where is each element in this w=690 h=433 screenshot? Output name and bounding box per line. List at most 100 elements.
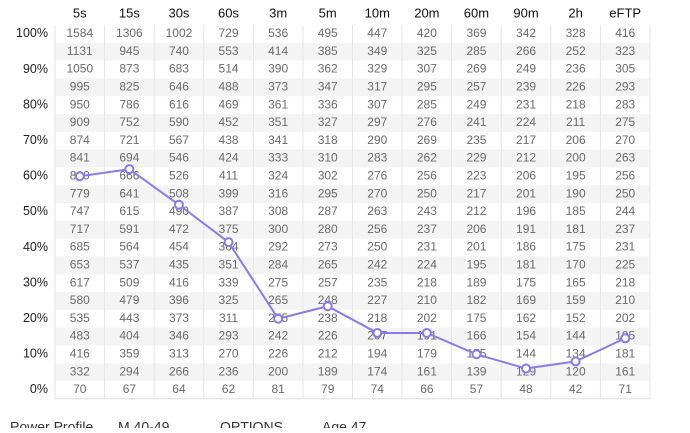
cell: 270 xyxy=(219,346,239,360)
cell: 424 xyxy=(219,151,239,165)
column-header: 10m xyxy=(365,5,390,20)
cell: 120 xyxy=(566,364,586,378)
cell: 438 xyxy=(219,133,239,147)
cell: 329 xyxy=(367,62,387,76)
cell: 313 xyxy=(169,346,189,360)
cell: 266 xyxy=(516,44,536,58)
cell: 553 xyxy=(219,44,239,58)
cell: 263 xyxy=(615,151,635,165)
cell: 159 xyxy=(566,293,586,307)
cell: 385 xyxy=(318,44,338,58)
cell: 196 xyxy=(516,204,536,218)
cell: 339 xyxy=(219,275,239,289)
cell: 166 xyxy=(466,329,486,343)
cell: 202 xyxy=(615,311,635,325)
category-dropdown[interactable]: M 40-49 xyxy=(118,419,170,433)
cell: 546 xyxy=(169,151,189,165)
profile-point xyxy=(124,164,135,175)
profile-point xyxy=(322,301,333,312)
cell: 212 xyxy=(516,151,536,165)
cell: 175 xyxy=(466,311,486,325)
options-dropdown[interactable]: OPTIONS xyxy=(220,419,283,433)
cell: 285 xyxy=(466,44,486,58)
age-field[interactable]: Age 47 xyxy=(322,419,367,433)
cell: 292 xyxy=(268,240,288,254)
cell: 81 xyxy=(271,382,285,396)
cell: 273 xyxy=(318,240,338,254)
cell: 567 xyxy=(169,133,189,147)
cell: 729 xyxy=(219,26,239,40)
cell: 226 xyxy=(566,79,586,93)
cell: 256 xyxy=(417,168,437,182)
cell: 295 xyxy=(417,79,437,93)
cell: 318 xyxy=(318,133,338,147)
cell: 347 xyxy=(318,79,338,93)
cell: 71 xyxy=(619,382,633,396)
cell: 308 xyxy=(268,204,288,218)
cell: 217 xyxy=(466,186,486,200)
cell: 269 xyxy=(466,62,486,76)
cell: 231 xyxy=(615,240,635,254)
cell: 452 xyxy=(219,115,239,129)
cell: 369 xyxy=(466,26,486,40)
cell: 287 xyxy=(318,204,338,218)
cell: 535 xyxy=(70,311,90,325)
cell: 950 xyxy=(70,97,90,111)
row-label: 10% xyxy=(23,347,48,361)
cell: 416 xyxy=(169,275,189,289)
cell: 591 xyxy=(119,222,139,236)
cell: 590 xyxy=(169,115,189,129)
cell: 218 xyxy=(367,311,387,325)
cell: 349 xyxy=(367,44,387,58)
column-header: 90m xyxy=(513,5,538,20)
profile-line xyxy=(79,168,626,370)
cell: 276 xyxy=(367,168,387,182)
cell: 874 xyxy=(70,133,90,147)
cell: 323 xyxy=(615,44,635,58)
cell: 212 xyxy=(318,346,338,360)
cell: 252 xyxy=(566,44,586,58)
cell: 351 xyxy=(219,257,239,271)
cell: 479 xyxy=(119,293,139,307)
cell: 249 xyxy=(516,62,536,76)
cell: 454 xyxy=(169,240,189,254)
cell: 336 xyxy=(318,97,338,111)
cell: 217 xyxy=(516,133,536,147)
cell: 295 xyxy=(318,186,338,200)
cell: 206 xyxy=(466,222,486,236)
cell: 175 xyxy=(516,275,536,289)
cell: 250 xyxy=(367,240,387,254)
cell: 195 xyxy=(466,257,486,271)
cell: 244 xyxy=(615,204,635,218)
column-header: eFTP xyxy=(609,5,641,20)
cell: 317 xyxy=(367,79,387,93)
profile-point xyxy=(223,237,234,248)
cell: 238 xyxy=(318,311,338,325)
cell: 70 xyxy=(73,382,87,396)
cell: 262 xyxy=(417,151,437,165)
cell: 236 xyxy=(566,62,586,76)
cell: 302 xyxy=(318,168,338,182)
profile-point xyxy=(620,333,631,344)
cell: 359 xyxy=(119,346,139,360)
cell: 256 xyxy=(367,222,387,236)
cell: 189 xyxy=(466,275,486,289)
cell: 752 xyxy=(119,115,139,129)
cell: 443 xyxy=(119,311,139,325)
cell: 225 xyxy=(615,257,635,271)
cell: 134 xyxy=(566,346,586,360)
footer-title: Power Profile xyxy=(10,419,93,428)
cell: 224 xyxy=(516,115,536,129)
profile-point xyxy=(273,313,284,324)
cell: 218 xyxy=(615,275,635,289)
cell: 526 xyxy=(169,168,189,182)
cell: 239 xyxy=(516,79,536,93)
row-label: 90% xyxy=(23,62,48,76)
cell: 373 xyxy=(268,79,288,93)
cell: 161 xyxy=(417,364,437,378)
cell: 270 xyxy=(367,186,387,200)
cell: 206 xyxy=(516,168,536,182)
cell: 873 xyxy=(119,62,139,76)
cell: 390 xyxy=(268,62,288,76)
cell: 685 xyxy=(70,240,90,254)
